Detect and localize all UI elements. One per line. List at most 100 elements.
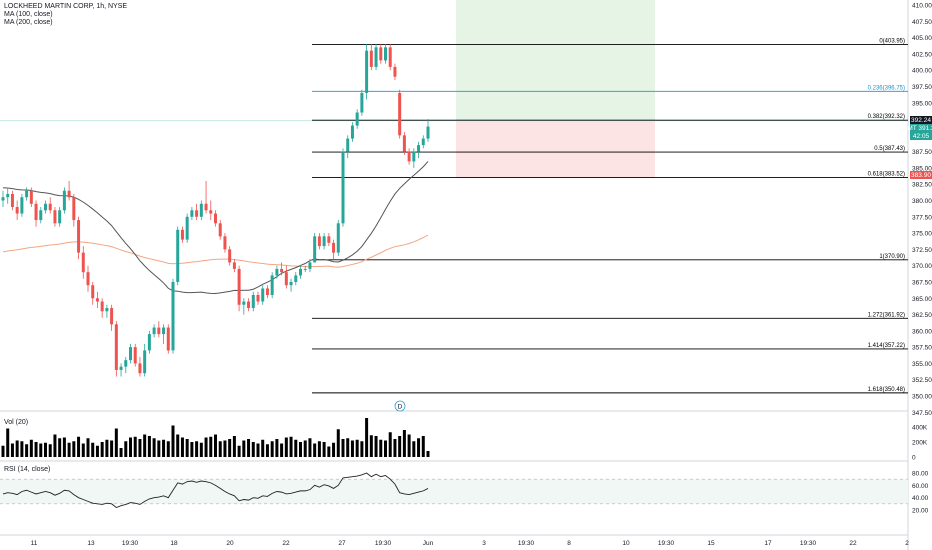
volume-bar bbox=[119, 448, 123, 457]
volume-bar bbox=[336, 429, 340, 457]
pane-separators bbox=[0, 0, 909, 550]
volume-bar bbox=[379, 439, 383, 457]
volume-bar bbox=[25, 444, 29, 457]
fib-level-label: 1.272(361.92) bbox=[868, 312, 905, 318]
loss-zone bbox=[456, 120, 655, 178]
time-tick-label: 19:30 bbox=[658, 540, 675, 547]
volume-bar bbox=[350, 440, 354, 457]
candle-body bbox=[72, 197, 76, 221]
rsi-tick-label: 60.00 bbox=[912, 483, 929, 490]
candle-body bbox=[294, 275, 298, 282]
ma100-legend[interactable]: MA (100, close) bbox=[4, 11, 53, 18]
price-axis[interactable]: 410.00 407.50 405.00 402.50 400.00 397.50 395.… bbox=[912, 3, 932, 417]
volume-bar bbox=[289, 436, 293, 457]
candle-body bbox=[95, 298, 99, 302]
volume-pane-label[interactable]: Vol (20) bbox=[4, 419, 29, 426]
volume-bar bbox=[209, 436, 213, 457]
candle-body bbox=[91, 285, 95, 299]
time-axis[interactable]: 11 13 19:30 18 20 22 27 19:30 Jun 3 19:30 8 10 19:30 1… bbox=[31, 540, 910, 547]
candle-body bbox=[214, 213, 217, 224]
volume-bar bbox=[180, 437, 184, 457]
volume-bar bbox=[426, 451, 430, 457]
rsi-pane-label[interactable]: RSI (14, close) bbox=[4, 466, 51, 473]
volume-bar bbox=[355, 439, 359, 457]
fibonacci-retracement[interactable]: 0(403.95) 0.236(396.75) 0.382(392.32) 0.5(3… bbox=[312, 38, 908, 394]
volume-bar bbox=[223, 440, 227, 457]
price-tick-label: 405.00 bbox=[912, 35, 932, 42]
fib-level-label: 1(370.90) bbox=[879, 254, 905, 260]
volume-bar bbox=[105, 439, 109, 457]
price-tick-label: 350.00 bbox=[912, 394, 932, 401]
last-price-tag: 392.24 bbox=[911, 117, 931, 124]
candle-body bbox=[20, 197, 24, 214]
candle-body bbox=[166, 327, 170, 351]
fib-level-label: 1.618(350.48) bbox=[868, 387, 905, 393]
price-tick-label: 395.00 bbox=[912, 100, 932, 107]
candle-body bbox=[1, 197, 5, 201]
volume-tick-label: 400K bbox=[912, 425, 928, 432]
chart-title[interactable]: LOCKHEED MARTIN CORP, 1h, NYSE bbox=[4, 3, 128, 10]
candle-body bbox=[426, 126, 430, 139]
volume-bar bbox=[81, 443, 85, 457]
candle-body bbox=[247, 301, 251, 309]
candle-body bbox=[365, 50, 369, 93]
candle-body bbox=[157, 327, 161, 335]
volume-bar bbox=[308, 438, 312, 457]
rsi-band bbox=[0, 478, 908, 505]
moving-averages bbox=[2, 161, 429, 294]
volume-bar bbox=[48, 444, 52, 457]
volume-bar bbox=[157, 440, 161, 457]
time-tick-label: 22 bbox=[282, 540, 290, 547]
volume-bar bbox=[185, 439, 189, 457]
price-tick-label: 410.00 bbox=[912, 3, 932, 10]
position-zones bbox=[0, 0, 908, 178]
candle-body bbox=[228, 249, 232, 263]
volume-bar bbox=[72, 441, 76, 457]
dividend-marker[interactable]: D bbox=[394, 400, 406, 412]
volume-bar bbox=[388, 432, 392, 457]
volume-bar bbox=[91, 442, 95, 457]
volume-bar bbox=[393, 439, 397, 457]
volume-bar bbox=[251, 442, 255, 457]
candle-body bbox=[58, 210, 62, 224]
volume-bar bbox=[346, 438, 350, 457]
candle-body bbox=[129, 347, 132, 361]
candle-body bbox=[34, 203, 38, 221]
candle-body bbox=[265, 288, 269, 295]
volume-bar bbox=[265, 444, 269, 457]
volume-series bbox=[1, 418, 430, 457]
candle-body bbox=[53, 210, 57, 224]
candle-body bbox=[185, 216, 189, 240]
price-tick-label: 360.00 bbox=[912, 328, 932, 335]
volume-bar bbox=[214, 434, 217, 457]
fib-level-label: 0.5(387.43) bbox=[874, 146, 905, 152]
time-tick-label: 18 bbox=[170, 540, 178, 547]
volume-bar bbox=[384, 440, 387, 457]
candle-body bbox=[317, 236, 321, 247]
volume-bar bbox=[166, 441, 170, 457]
candle-body bbox=[393, 66, 397, 77]
volume-bar bbox=[129, 437, 132, 457]
price-tick-label: 377.50 bbox=[912, 214, 932, 221]
volume-bar bbox=[270, 441, 274, 457]
fib-level-label: 0.236(396.75) bbox=[868, 85, 905, 91]
volume-bar bbox=[360, 441, 364, 457]
candle-body bbox=[171, 281, 175, 351]
time-tick-label: 19:30 bbox=[122, 540, 139, 547]
time-tick-label: 19:30 bbox=[800, 540, 817, 547]
fib-level-label: 0.618(383.52) bbox=[868, 172, 905, 178]
volume-bar bbox=[284, 437, 288, 457]
volume-bar bbox=[317, 441, 321, 457]
volume-bar bbox=[152, 438, 156, 457]
price-tick-label: 402.50 bbox=[912, 51, 932, 58]
candle-body bbox=[39, 210, 43, 221]
volume-bar bbox=[15, 440, 19, 457]
volume-bar bbox=[147, 436, 151, 457]
price-tick-label: 352.50 bbox=[912, 377, 932, 384]
candle-body bbox=[261, 288, 265, 302]
ma200-legend[interactable]: MA (200, close) bbox=[4, 19, 53, 26]
volume-bar bbox=[374, 436, 378, 457]
candle-body bbox=[86, 272, 90, 286]
candle-body bbox=[237, 268, 241, 305]
fib-level-label: 1.414(357.22) bbox=[868, 343, 905, 349]
